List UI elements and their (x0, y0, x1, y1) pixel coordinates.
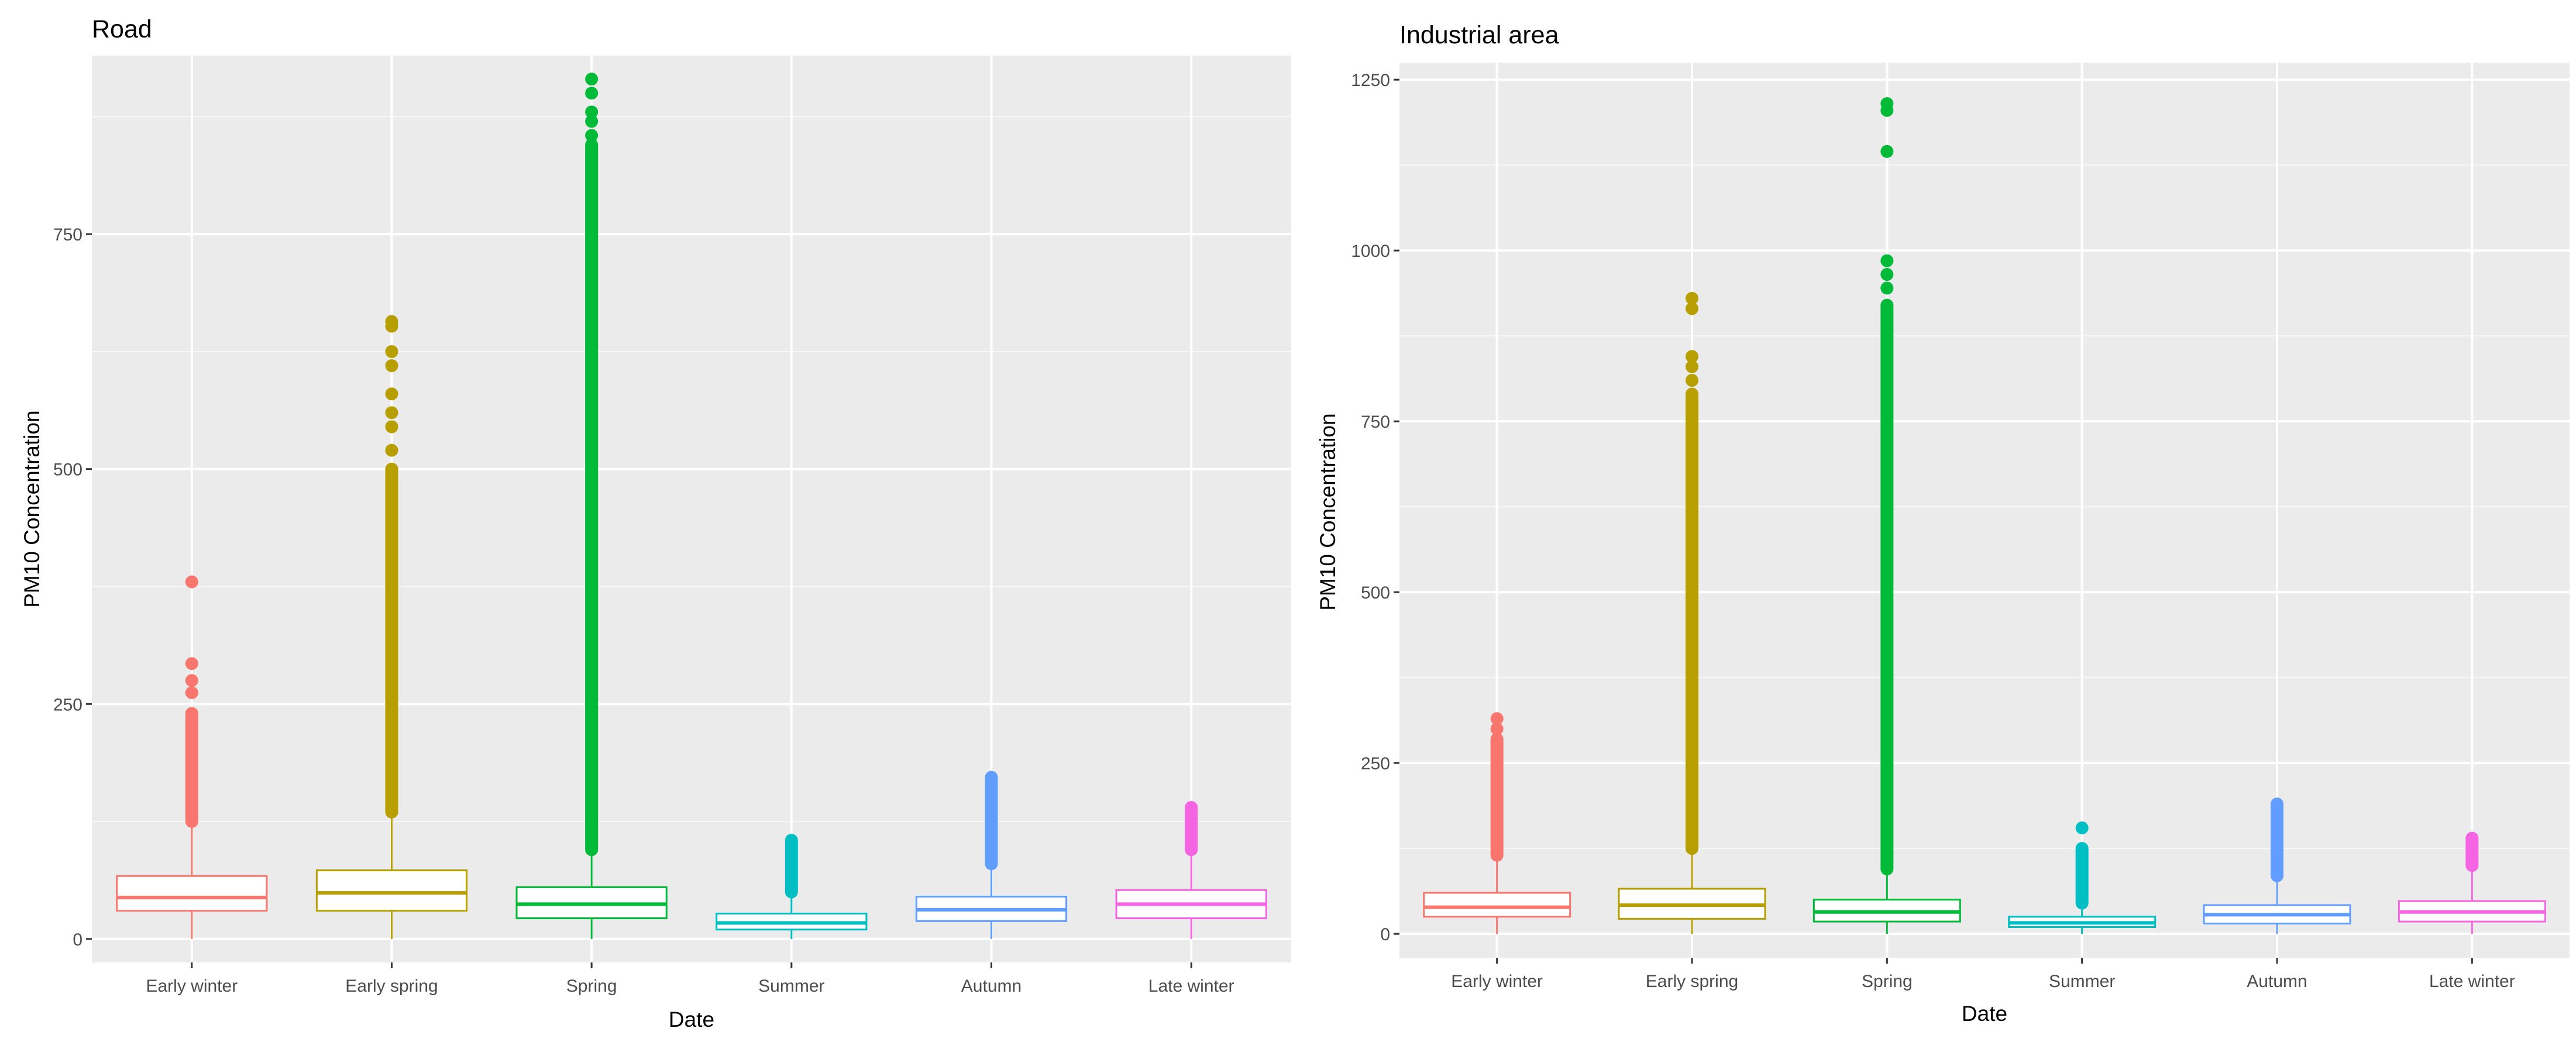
outlier-point (2075, 821, 2089, 835)
outlier-point (385, 359, 398, 373)
outlier-point (385, 345, 398, 358)
outlier-point (585, 87, 599, 100)
outlier-band (1185, 800, 1198, 857)
outlier-band (385, 462, 398, 819)
outlier-point (1686, 374, 1698, 387)
outlier-point (1490, 722, 1504, 735)
x-tick-label: Early winter (1451, 972, 1543, 991)
iqr-box (1423, 892, 1571, 918)
boxes-industrial-area (1423, 97, 2546, 934)
x-axis-industrial-area: Early winter Early spring Spring Summer Autu… (1451, 958, 2515, 991)
box-industrial-area-late-winter (2398, 831, 2546, 934)
y-tick-label: 500 (53, 460, 82, 480)
x-tick-label: Early spring (1646, 972, 1738, 991)
x-axis-label-industrial-area: Date (1962, 1002, 2007, 1026)
box-industrial-area-summer (2008, 821, 2157, 934)
box-industrial-area-autumn (2203, 797, 2351, 934)
y-axis-industrial-area: 0 250 500 750 1000 1250 (1351, 71, 1399, 944)
outlier-point (1686, 291, 1698, 305)
minor-gridlines-industrial-area (1399, 164, 2570, 850)
outlier-band (2075, 842, 2089, 910)
outlier-point (1880, 145, 1894, 158)
outlier-point (385, 420, 398, 434)
outlier-point (185, 674, 198, 687)
outlier-point (1686, 350, 1698, 363)
x-axis-road: Early winter Early spring Spring Summer Autu… (146, 962, 1234, 996)
outlier-point (585, 115, 599, 128)
iqr-box (116, 875, 268, 912)
box-road-late-winter (1115, 800, 1267, 939)
outlier-band (2271, 797, 2283, 882)
y-tick-label: 250 (53, 695, 82, 714)
outlier-point (1880, 254, 1894, 267)
y-tick-label: 1250 (1351, 71, 1390, 90)
outlier-point (385, 315, 398, 328)
y-tick-label: 0 (1380, 925, 1390, 944)
x-tick-label: Summer (758, 976, 824, 996)
box-road-early-winter (116, 575, 268, 939)
outlier-band (785, 834, 798, 899)
y-tick-label: 750 (53, 225, 82, 245)
outlier-band (1490, 733, 1504, 862)
outlier-point (585, 129, 599, 142)
panel-title-industrial-area: Industrial area (1399, 21, 1559, 49)
outlier-point (185, 686, 198, 700)
x-tick-label: Late winter (2429, 972, 2515, 991)
y-tick-label: 250 (1361, 754, 1390, 773)
outlier-band (1686, 387, 1698, 855)
y-tick-label: 500 (1361, 583, 1390, 603)
outlier-point (1686, 302, 1698, 315)
outlier-band (1880, 298, 1894, 876)
y-tick-label: 0 (73, 930, 82, 950)
x-tick-label: Summer (2049, 972, 2115, 991)
outlier-point (1880, 268, 1894, 281)
y-axis-road: 0 250 500 750 (53, 225, 92, 950)
outlier-point (1686, 360, 1698, 373)
outlier-point (1490, 712, 1504, 725)
panel-title-road: Road (92, 15, 152, 43)
plot-background-road (92, 56, 1291, 962)
box-industrial-area-early-spring (1618, 291, 1766, 934)
box-road-summer (716, 834, 868, 939)
boxes-road (116, 73, 1267, 939)
box-industrial-area-early-winter (1423, 712, 1571, 934)
outlier-band (2465, 831, 2479, 872)
outlier-point (1880, 97, 1894, 111)
x-tick-label: Autumn (961, 976, 1022, 996)
y-axis-label-road: PM10 Concentration (20, 410, 44, 607)
outlier-point (185, 657, 198, 670)
panel-road: Road 0 250 500 750 Early winter Early spring… (20, 15, 1291, 1031)
plot-background-industrial-area (1399, 63, 2570, 958)
outlier-point (585, 105, 599, 119)
outlier-band (585, 138, 599, 857)
panel-industrial-area: Industrial area 0 250 500 750 1000 1250 Early… (1316, 21, 2570, 1026)
outlier-band (985, 771, 998, 871)
box-road-spring (515, 73, 668, 939)
outlier-point (185, 575, 198, 589)
y-axis-label-industrial-area: PM10 Concentration (1316, 413, 1340, 610)
outlier-point (1880, 281, 1894, 295)
box-road-autumn (915, 771, 1068, 939)
iqr-box (315, 869, 468, 912)
box-industrial-area-spring (1813, 97, 1961, 934)
box-road-early-spring (315, 315, 468, 939)
x-tick-label: Late winter (1148, 976, 1234, 996)
x-tick-label: Spring (566, 976, 617, 996)
x-tick-label: Spring (1862, 972, 1913, 991)
minor-gridlines-road (92, 116, 1291, 823)
outlier-point (385, 406, 398, 419)
x-tick-label: Early winter (146, 976, 238, 996)
y-tick-label: 750 (1361, 412, 1390, 432)
outlier-point (585, 73, 599, 86)
outlier-band (185, 707, 198, 828)
outlier-point (385, 387, 398, 401)
outlier-point (385, 443, 398, 457)
x-tick-label: Early spring (345, 976, 438, 996)
y-tick-label: 1000 (1351, 242, 1390, 261)
x-axis-label-road: Date (669, 1007, 714, 1031)
x-tick-label: Autumn (2247, 972, 2307, 991)
